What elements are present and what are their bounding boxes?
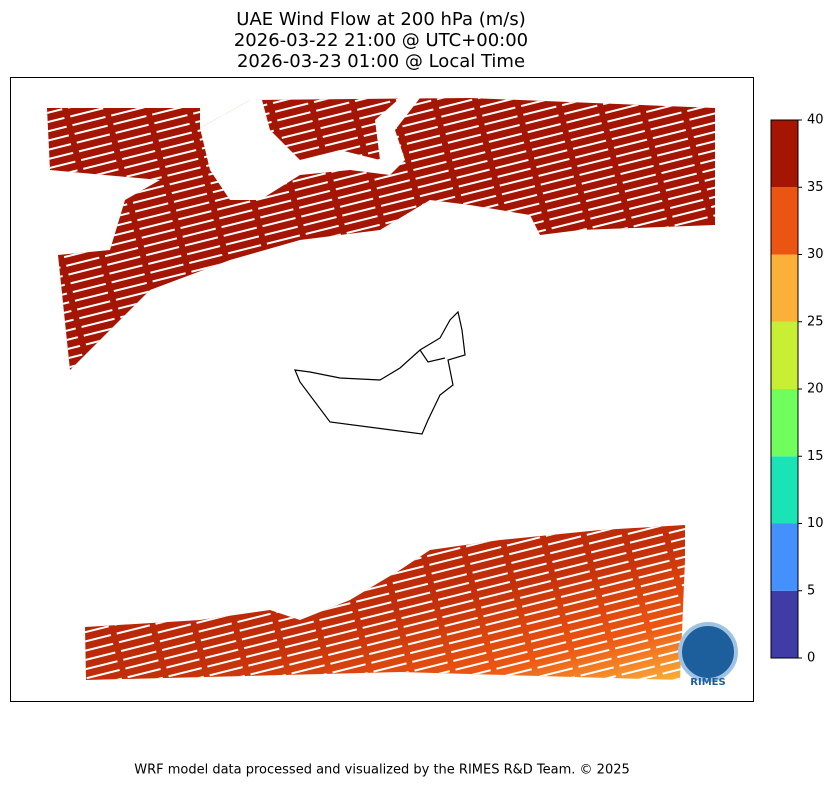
colorbar-tick-label: 20 (807, 382, 824, 397)
colorbar-tick-label: 25 (807, 314, 824, 329)
colorbar: 0 5 10 15 20 25 30 35 40 (770, 113, 824, 666)
colorbar-segment (771, 120, 798, 188)
colorbar-tick-label: 30 (807, 247, 824, 262)
colorbar-tick-label: 15 (807, 449, 824, 464)
title-line: 2026-03-23 01:00 @ Local Time (237, 51, 525, 72)
wind-streaks-south (85, 525, 685, 680)
colorbar-tick-label: 0 (807, 651, 815, 666)
logo: RIMES (678, 622, 738, 688)
gulf-gap (200, 98, 420, 200)
colorbar-segment (771, 523, 798, 591)
uae-outline (294, 310, 466, 435)
colorbar-tick-label: 35 (807, 180, 824, 195)
map: RIMES (10, 77, 754, 702)
colorbar-tick-label: 40 (807, 113, 824, 128)
title-line: UAE Wind Flow at 200 hPa (m/s) (236, 9, 525, 30)
footer: WRF model data processed and visualized … (134, 763, 630, 778)
colorbar-tick-label: 10 (807, 516, 824, 531)
colorbar-segment (771, 590, 798, 658)
colorbar-segment (771, 456, 798, 524)
colorbar-segment (771, 389, 798, 457)
colorbar-segment (771, 321, 798, 389)
title: UAE Wind Flow at 200 hPa (m/s) 2026-03-2… (234, 9, 528, 72)
colorbar-segment (771, 187, 798, 255)
colorbar-segment (771, 254, 798, 322)
logo-text: RIMES (690, 677, 725, 688)
colorbar-tick-label: 5 (807, 583, 815, 598)
title-line: 2026-03-22 21:00 @ UTC+00:00 (234, 30, 528, 51)
